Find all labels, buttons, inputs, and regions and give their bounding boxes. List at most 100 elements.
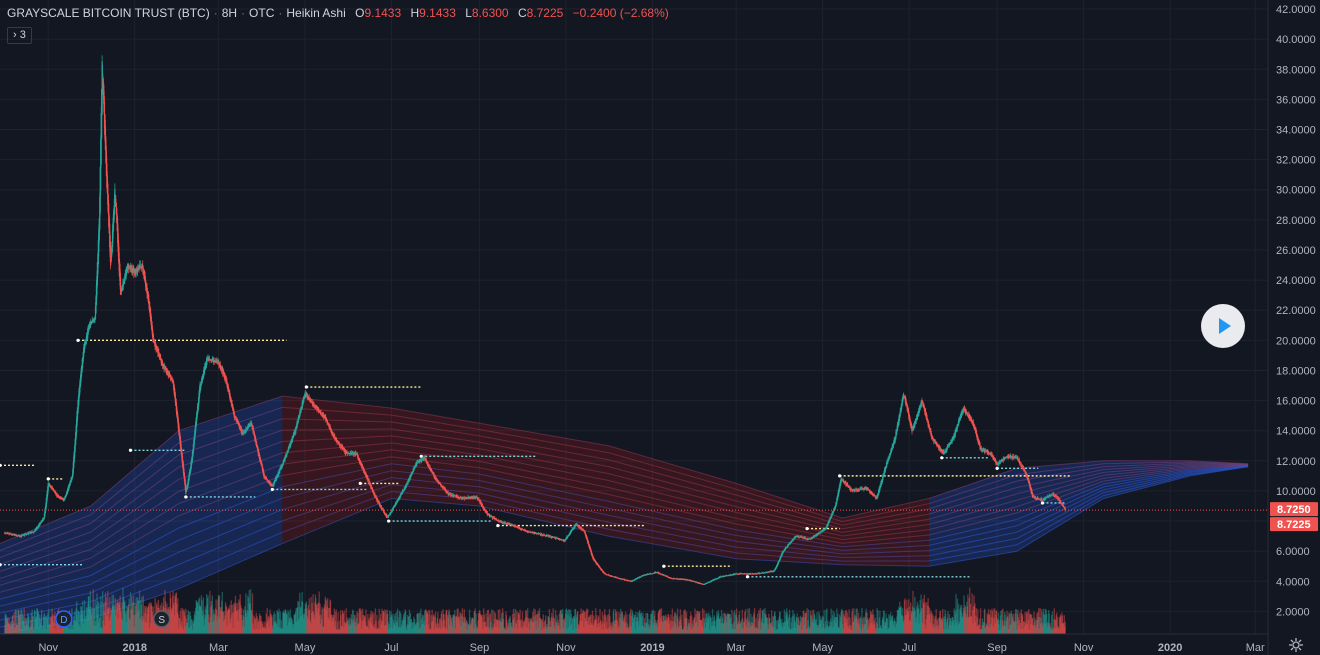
volume-bar <box>831 627 833 634</box>
volume-bar <box>727 613 729 634</box>
volume-bar <box>358 623 360 634</box>
volume-bar <box>588 616 590 634</box>
volume-bar <box>184 626 187 634</box>
volume-bar <box>346 620 349 634</box>
volume-bar <box>677 625 680 634</box>
volume-bar <box>882 619 884 634</box>
volume-bar <box>614 609 617 634</box>
volume-bar <box>629 612 631 634</box>
volume-bar <box>697 611 699 634</box>
volume-bar <box>544 615 547 634</box>
volume-bar <box>942 608 944 634</box>
volume-bar <box>383 626 386 634</box>
volume-bar <box>338 628 340 634</box>
volume-bar <box>6 618 8 634</box>
candle-body <box>195 422 197 431</box>
candle-body <box>288 447 290 450</box>
volume-bar <box>118 603 120 634</box>
volume-bar <box>500 618 502 634</box>
volume-bar <box>1030 623 1032 634</box>
volume-bar <box>730 617 732 634</box>
volume-bar <box>809 627 811 634</box>
volume-bar <box>650 620 652 634</box>
volume-bar <box>266 608 268 634</box>
volume-bar <box>990 617 993 634</box>
volume-bar <box>836 608 838 634</box>
volume-bar <box>231 614 233 634</box>
volume-bar <box>264 621 266 634</box>
volume-bar <box>605 622 608 634</box>
candle-body <box>26 533 29 535</box>
volume-bar <box>421 624 423 634</box>
volume-bar <box>290 616 292 634</box>
volume-bar <box>433 615 435 634</box>
volume-bar <box>401 626 403 634</box>
level-anchor <box>1040 501 1045 505</box>
volume-bar <box>742 628 744 634</box>
volume-bar <box>747 622 750 634</box>
volume-bar <box>140 616 142 634</box>
volume-bar <box>427 624 430 634</box>
volume-bar <box>406 624 408 634</box>
volume-bar <box>554 628 556 634</box>
volume-bar <box>864 617 866 634</box>
volume-bar <box>483 614 485 634</box>
volume-bar <box>350 614 352 634</box>
volume-bar <box>866 617 869 634</box>
volume-bar <box>529 618 532 634</box>
volume-bar <box>1050 629 1052 634</box>
volume-bar <box>796 624 799 634</box>
volume-bar <box>567 614 569 634</box>
volume-bar <box>1019 622 1021 634</box>
volume-bar <box>753 615 755 634</box>
volume-bar <box>888 628 891 634</box>
volume-bar <box>820 616 822 634</box>
volume-bar <box>380 624 382 634</box>
volume-bar <box>415 622 418 634</box>
volume-bar <box>752 625 754 634</box>
volume-bar <box>353 622 355 634</box>
candle-body <box>59 497 62 500</box>
volume-bar <box>457 617 459 634</box>
volume-bar <box>952 617 954 634</box>
volume-bar <box>389 627 391 634</box>
volume-bar <box>545 625 547 634</box>
volume-bar <box>67 627 69 634</box>
volume-bar <box>620 619 622 634</box>
volume-bar <box>565 609 567 634</box>
volume-bar <box>814 615 816 634</box>
volume-bar <box>455 616 457 634</box>
volume-bar <box>805 612 807 634</box>
volume-bar <box>398 610 401 634</box>
volume-bar <box>871 622 873 634</box>
volume-bar <box>585 620 587 634</box>
volume-bar <box>1037 617 1039 634</box>
candle-body <box>295 425 298 429</box>
volume-bar <box>480 615 482 634</box>
volume-bar <box>917 609 919 634</box>
volume-bar <box>180 608 182 634</box>
volume-bar <box>653 622 655 634</box>
volume-bar <box>545 628 548 634</box>
volume-bar <box>694 608 696 634</box>
volume-bar <box>859 626 861 634</box>
volume-bar <box>688 619 690 634</box>
volume-bar <box>787 620 789 634</box>
volume-bar <box>238 599 240 634</box>
candle-body <box>251 423 253 427</box>
volume-bar <box>597 615 600 634</box>
volume-bar <box>150 602 152 634</box>
volume-bar <box>42 616 45 634</box>
volume-bar <box>899 607 901 634</box>
volume-bar <box>190 625 192 634</box>
volume-bar <box>180 624 182 634</box>
volume-bar <box>289 609 291 634</box>
volume-bar <box>439 618 441 634</box>
volume-bar <box>152 616 154 634</box>
volume-bar <box>484 621 486 634</box>
volume-bar <box>1012 616 1014 634</box>
ribbon-line <box>0 418 1249 558</box>
volume-bar <box>497 620 499 634</box>
volume-bar <box>404 619 406 634</box>
